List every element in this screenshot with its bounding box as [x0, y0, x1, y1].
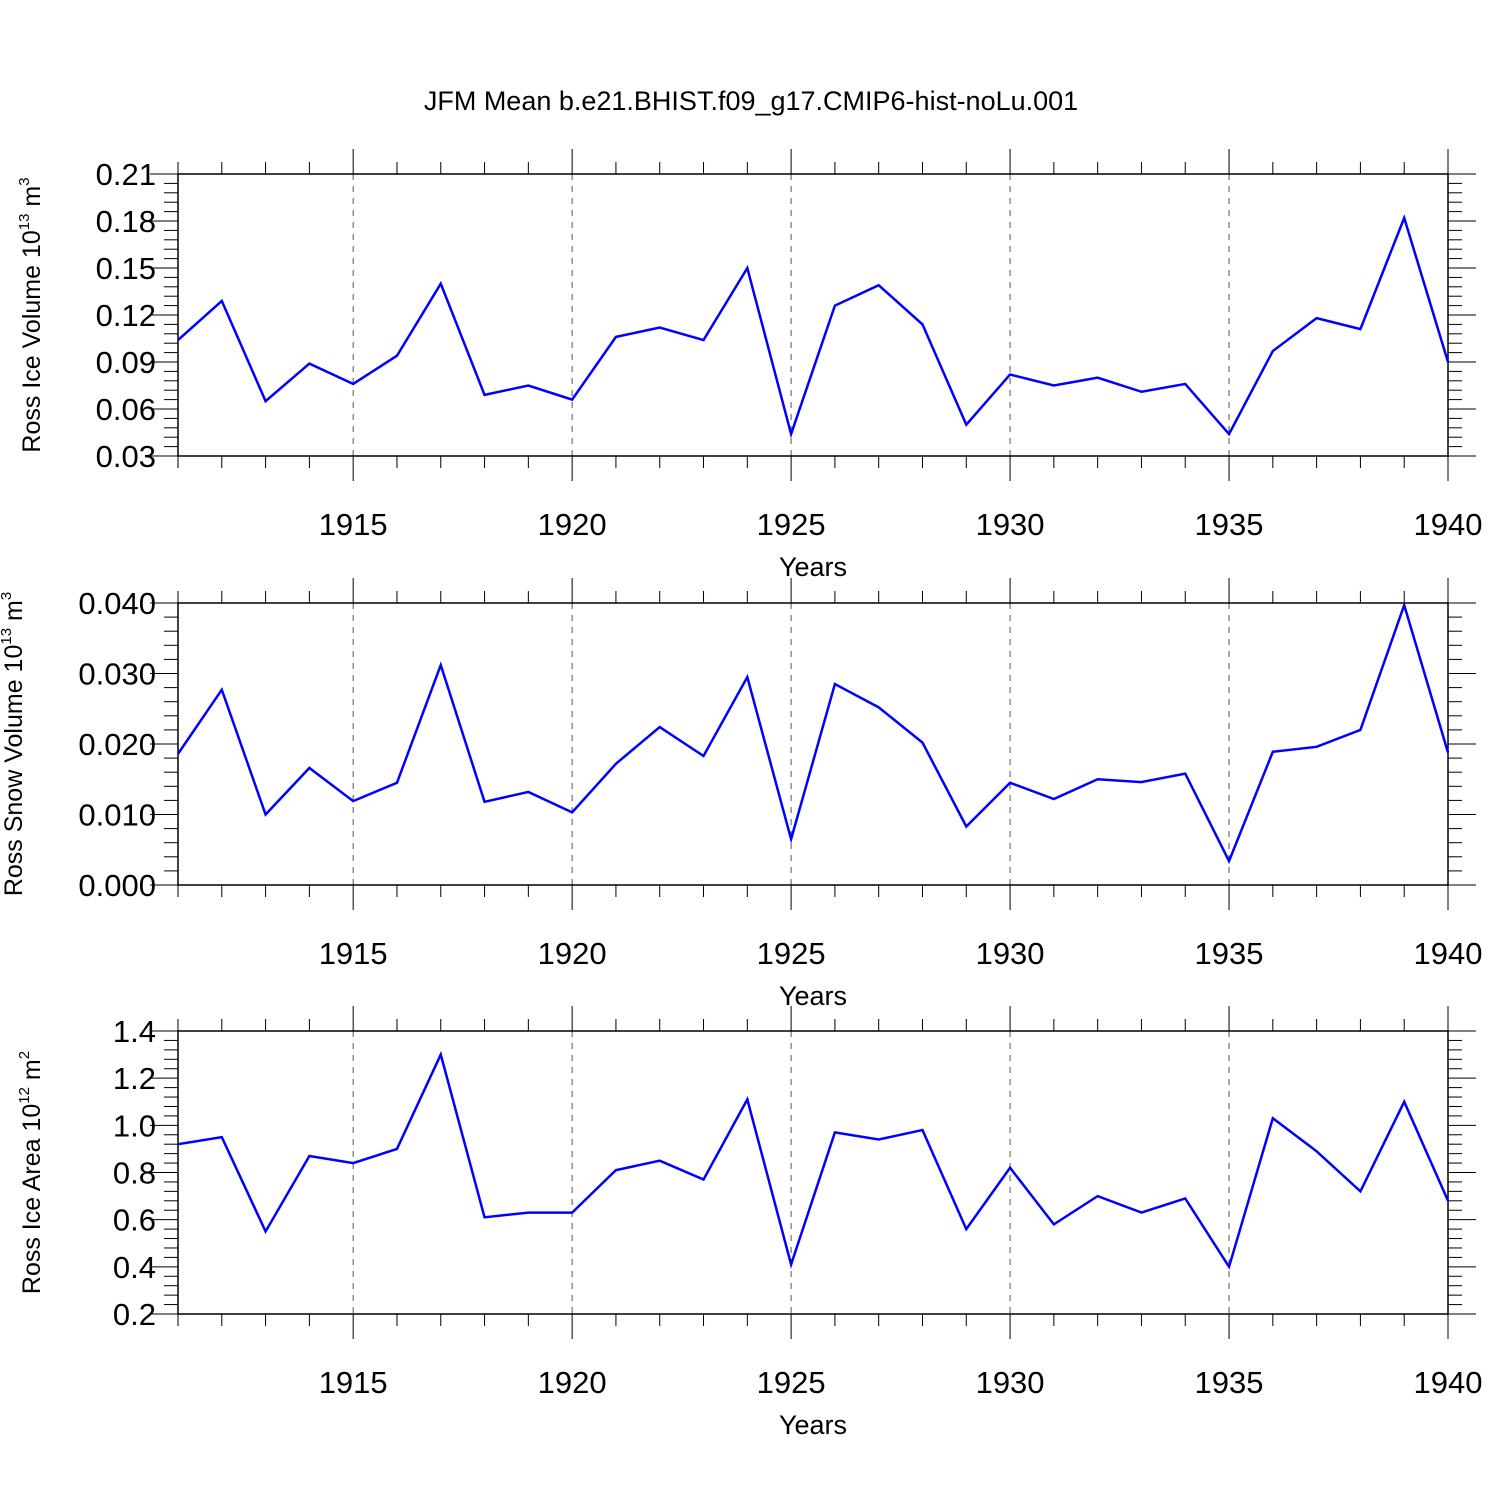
x-tick-label: 1935 [1195, 507, 1264, 542]
y-axis-label-exp: 12 [16, 1087, 33, 1104]
y-axis-label: Ross Ice Area 1012 m2 [16, 1051, 46, 1294]
y-tick-label: 0.09 [96, 345, 156, 380]
chart-panel-2: 0.000 0.010 0.020 0.030 0.040 1915 1920 1925 193… [0, 578, 1482, 1011]
y-tick-label: 0.06 [96, 392, 156, 427]
x-tick-label: 1915 [319, 1365, 388, 1400]
x-tick-label: 1940 [1414, 1365, 1483, 1400]
series-line [177, 214, 1450, 439]
x-axis-label: Years [779, 1410, 847, 1440]
y-tick-label: 0.8 [113, 1156, 156, 1191]
series-line [177, 1050, 1450, 1270]
x-axis-label: Years [779, 981, 847, 1011]
y-axis-label-unit: m [0, 600, 28, 628]
y-axis-label: Ross Ice Volume 1013 m3 [16, 177, 46, 452]
y-axis-label-exp: 13 [0, 628, 15, 645]
y-axis-label-unit: m [18, 1059, 46, 1087]
x-tick-label: 1925 [757, 507, 826, 542]
y-tick-label: 1.0 [113, 1108, 156, 1143]
y-tick-label: 0.4 [113, 1250, 156, 1285]
x-tick-label: 1915 [319, 936, 388, 971]
y-axis-label-prefix: Ross Ice Volume 10 [18, 230, 46, 452]
x-tick-label: 1915 [319, 507, 388, 542]
y-tick-label: 0.000 [78, 868, 156, 903]
x-tick-label: 1925 [757, 936, 826, 971]
y-tick-label: 0.010 [78, 798, 156, 833]
y-tick-label: 0.6 [113, 1203, 156, 1238]
y-tick-label: 1.4 [113, 1014, 156, 1049]
y-axis-label-unit-exp: 3 [16, 177, 33, 185]
x-tick-label: 1920 [538, 1365, 607, 1400]
y-tick-label: 0.020 [78, 727, 156, 762]
x-tick-label: 1935 [1195, 936, 1264, 971]
x-tick-label: 1930 [976, 1365, 1045, 1400]
y-tick-label: 0.21 [96, 157, 156, 192]
figure-title: JFM Mean b.e21.BHIST.f09_g17.CMIP6-hist-… [424, 86, 1078, 116]
y-axis-label-unit-exp: 3 [0, 592, 15, 600]
y-tick-label: 0.030 [78, 657, 156, 692]
x-tick-label: 1940 [1414, 507, 1483, 542]
y-tick-label: 1.2 [113, 1061, 156, 1096]
x-tick-label: 1925 [757, 1365, 826, 1400]
y-tick-label: 0.15 [96, 251, 156, 286]
y-axis-label-prefix: Ross Snow Volume 10 [0, 645, 28, 897]
y-tick-label: 0.12 [96, 298, 156, 333]
charts-group: 0.03 0.06 0.09 0.12 0.15 0.18 0.21 1915 1920 1925… [0, 149, 1482, 1440]
x-tick-label: 1920 [538, 936, 607, 971]
y-tick-label: 0.18 [96, 204, 156, 239]
y-tick-label: 0.03 [96, 439, 156, 474]
x-tick-label: 1940 [1414, 936, 1483, 971]
y-axis-label-unit: m [18, 186, 46, 214]
y-tick-label: 0.2 [113, 1297, 156, 1332]
x-tick-label: 1935 [1195, 1365, 1264, 1400]
plot-frame [177, 173, 1449, 457]
y-axis-label: Ross Snow Volume 1013 m3 [0, 592, 28, 896]
y-axis-label-unit-exp: 2 [16, 1051, 33, 1059]
chart-panel-1: 0.03 0.06 0.09 0.12 0.15 0.18 0.21 1915 1920 1925… [16, 149, 1482, 582]
chart-panel-3: 0.2 0.4 0.6 0.8 1.0 1.2 1.4 1915 1920 1925 1930 193… [16, 1006, 1482, 1440]
x-tick-label: 1930 [976, 507, 1045, 542]
x-tick-label: 1920 [538, 507, 607, 542]
y-axis-label-prefix: Ross Ice Area 10 [18, 1104, 46, 1294]
series-line [176, 601, 1450, 865]
y-axis-label-exp: 13 [16, 214, 33, 231]
y-tick-label: 0.040 [78, 586, 156, 621]
x-tick-label: 1930 [976, 936, 1045, 971]
x-axis-label: Years [779, 552, 847, 582]
plot-frame [177, 602, 1449, 886]
